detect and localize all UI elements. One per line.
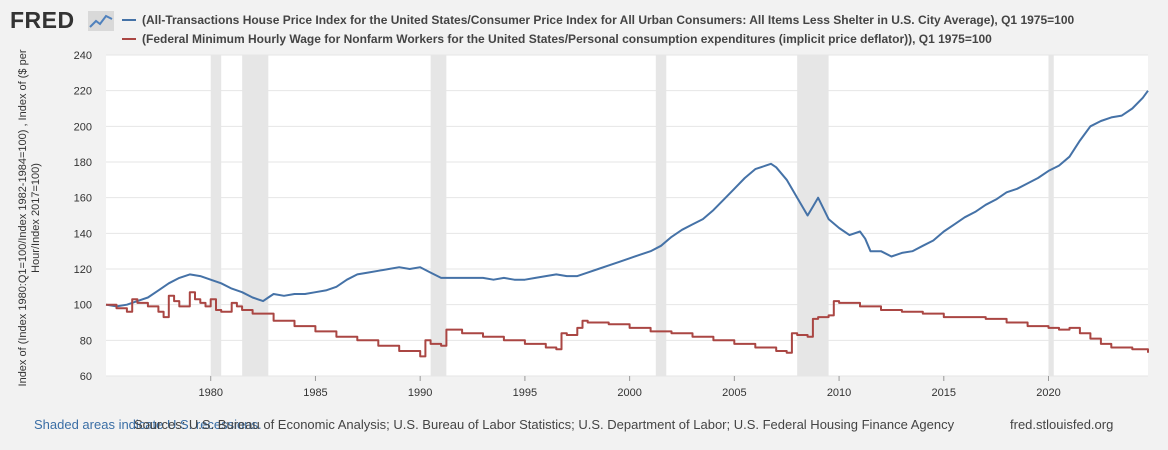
- recession-band-3: [655, 55, 667, 376]
- recession-band-1: [242, 55, 269, 376]
- x-tick-label-2005: 2005: [722, 387, 746, 399]
- x-tick-label-2010: 2010: [827, 387, 851, 399]
- y-tick-labels: 60 80 100 120 140 160 180 200 220 240: [74, 50, 92, 383]
- y-tick-label-140: 140: [74, 228, 92, 240]
- y-tick-label-120: 120: [74, 264, 92, 276]
- x-tick-label-2000: 2000: [617, 387, 641, 399]
- legend-swatch-wage: [122, 37, 136, 40]
- x-tick-label-1995: 1995: [513, 387, 537, 399]
- x-tick-label-1985: 1985: [303, 387, 327, 399]
- y-tick-label-100: 100: [74, 300, 92, 312]
- y-tick-label-220: 220: [74, 86, 92, 98]
- recession-band-2: [430, 55, 447, 376]
- x-tick-label-2015: 2015: [932, 387, 956, 399]
- legend-label-house: (All-Transactions House Price Index for …: [142, 12, 1075, 27]
- x-tick-label-2020: 2020: [1036, 387, 1060, 399]
- x-tick-labels: 1980 1985 1990 1995 2000 2005 2010 2015 2020: [198, 376, 1061, 399]
- recession-band-5: [1048, 55, 1054, 376]
- y-tick-label-160: 160: [74, 193, 92, 205]
- fred-logo[interactable]: FRED: [10, 7, 75, 33]
- y-tick-label-80: 80: [80, 335, 92, 347]
- plot-background: [106, 55, 1148, 376]
- legend-entry-house-price[interactable]: (All-Transactions House Price Index for …: [122, 10, 1162, 29]
- y-tick-label-60: 60: [80, 371, 92, 383]
- series-line-house-price: [105, 90, 1149, 308]
- legend-entry-min-wage[interactable]: (Federal Minimum Hourly Wage for Nonfarm…: [122, 29, 1162, 48]
- recession-band-0: [210, 55, 222, 376]
- shaded-areas-note[interactable]: Shaded areas indicate U.S. recessions.: [34, 417, 262, 432]
- sources-text: Sources: U.S. Bureau of Economic Analysi…: [134, 417, 955, 432]
- chart-canvas: 60 80 100 120 140 160 180 200 220 240 1980 1985 199…: [74, 50, 1149, 399]
- site-link[interactable]: fred.stlouisfed.org: [1010, 417, 1114, 432]
- y-tick-label-180: 180: [74, 157, 92, 169]
- legend-label-wage: (Federal Minimum Hourly Wage for Nonfarm…: [142, 31, 992, 46]
- series-lines: [105, 90, 1149, 358]
- line-chart-icon: [88, 11, 114, 31]
- chart-legend: (All-Transactions House Price Index for …: [122, 10, 1162, 48]
- y-tick-label-200: 200: [74, 121, 92, 133]
- y-tick-label-240: 240: [74, 50, 92, 62]
- legend-swatch-house: [122, 18, 136, 21]
- x-tick-label-1990: 1990: [408, 387, 432, 399]
- grid-lines: [106, 54, 1148, 377]
- series-line-min-wage: [106, 291, 1149, 358]
- x-tick-label-1980: 1980: [198, 387, 222, 399]
- recession-bands: [106, 55, 1148, 376]
